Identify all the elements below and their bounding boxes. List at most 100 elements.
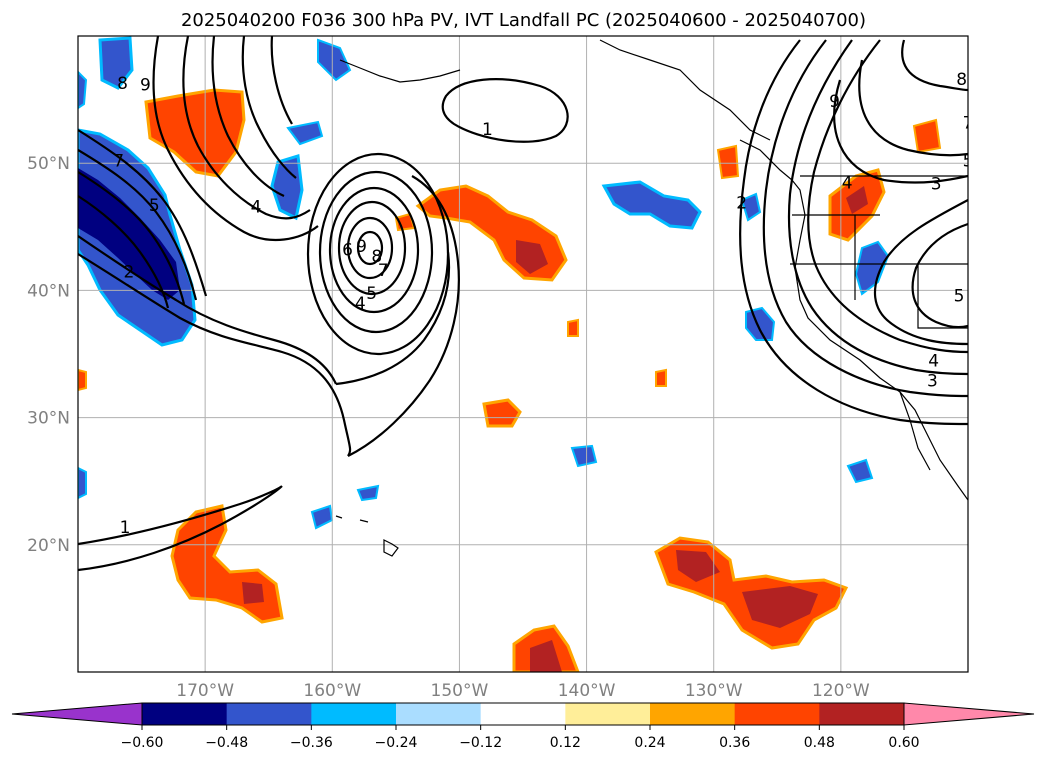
colorbar-tick-label: 0.12 (550, 735, 581, 751)
colorbar-segment (819, 703, 905, 725)
contour-label: 6 (342, 241, 353, 261)
neg-anomaly-mid (270, 154, 304, 221)
colorbar-tick-label: −0.24 (375, 735, 418, 751)
contour-west-1 (78, 129, 208, 297)
contour-label: 5 (963, 152, 974, 172)
lat-tick-label: 40°N (27, 281, 70, 301)
colorbar-segment (226, 703, 312, 725)
pv-anomaly-shading (78, 36, 942, 672)
colorbar-tick-label: −0.12 (459, 735, 502, 751)
aleutians (339, 59, 461, 83)
colorbar-segment (396, 703, 482, 725)
pv-contours (78, 36, 968, 572)
contour-label: 5 (954, 286, 965, 306)
neg-anomaly-small (286, 120, 324, 146)
hawaii (335, 515, 399, 557)
contour-label: 2 (736, 194, 747, 214)
neg-anomaly-small2 (570, 444, 598, 468)
colorbar-tick-label: −0.36 (290, 735, 333, 751)
lon-tick-label: 130°W (685, 681, 743, 701)
contour-trough-3 (347, 175, 460, 457)
pos-anomaly-s1-core (676, 550, 720, 582)
contour-label: 9 (140, 75, 151, 95)
contour-east-7 (901, 39, 968, 92)
contour-label: 4 (251, 197, 262, 217)
neg-anomaly-aleutian (317, 38, 352, 82)
contour-nw-1 (152, 36, 319, 242)
lat-tick-label: 20°N (27, 536, 70, 556)
pos-anomaly-s1-core2 (742, 586, 818, 628)
contour-label: 5 (149, 196, 160, 216)
contour-east-5 (787, 39, 968, 376)
contour-east-9 (833, 79, 968, 184)
contour-trough-1 (78, 253, 352, 457)
colorbar-tick-label: 0.24 (634, 735, 665, 751)
pos-anomaly-central-core (516, 240, 548, 274)
pos-anomaly-south1 (482, 398, 522, 428)
colorbar-segment (734, 703, 820, 725)
contour-ring-2 (318, 170, 434, 334)
contour-label: 7 (113, 152, 124, 172)
lon-tick-label: 170°W (176, 681, 234, 701)
colorbar-tick-label: −0.60 (121, 735, 164, 751)
contour-nw-5 (270, 36, 293, 125)
neg-anomaly-edge (78, 466, 87, 500)
contour-east-3 (739, 39, 968, 426)
contour-label: 8 (371, 247, 382, 267)
pos-anomaly-edge (78, 368, 87, 392)
contour-nw-3 (211, 36, 285, 198)
contour-north-1 (441, 78, 569, 143)
map-title: 2025040200 F036 300 hPa PV, IVT Landfall… (180, 10, 867, 31)
neg-anomaly-nw (98, 36, 134, 90)
colorbar-segment (142, 703, 228, 725)
contour-east-1 (873, 199, 968, 346)
contour-label: 7 (963, 113, 974, 133)
lon-tick-label: 140°W (558, 681, 616, 701)
lon-tick-label: 120°W (812, 681, 870, 701)
coast-baja (899, 391, 931, 471)
pos-anomaly-northwest-us-core (846, 186, 868, 214)
contour-west-3 (78, 171, 186, 305)
neg-anomaly-small3 (310, 504, 334, 530)
colorbar-segment (311, 703, 397, 725)
neg-anomaly-central (601, 180, 702, 230)
contour-ring-3 (328, 186, 420, 314)
contour-east-2 (911, 222, 968, 329)
contour-ring-6 (356, 230, 384, 266)
colorbar-tick-label: 0.36 (719, 735, 750, 751)
contour-label: 7 (378, 261, 389, 281)
contour-ring-5 (346, 216, 394, 280)
contour-label: 1 (120, 518, 131, 538)
contour-label: 2 (123, 262, 134, 282)
colorbar-tick-label: 0.60 (888, 735, 919, 751)
coast-alaska (599, 39, 771, 141)
pos-anomaly-sw1 (170, 504, 284, 624)
pos-anomaly-dot1 (567, 318, 579, 337)
pos-anomaly-sw1-core (242, 582, 264, 604)
contour-label: 8 (117, 74, 128, 94)
lat-tick-label: 30°N (27, 409, 70, 429)
contour-nw-4 (241, 36, 297, 179)
contour-trough-2 (78, 235, 338, 385)
lon-tick-label: 160°W (303, 681, 361, 701)
contour-label: 4 (355, 294, 366, 314)
contour-nw-2 (182, 36, 311, 220)
neg-anomaly-nevada (854, 240, 890, 296)
pos-anomaly-s2-core (530, 640, 562, 672)
contour-label: 4 (842, 173, 853, 193)
contour-ring-4 (337, 200, 407, 296)
contour-label: 5 (366, 284, 377, 304)
contour-trough-4 (335, 251, 451, 386)
lon-tick-label: 150°W (431, 681, 489, 701)
neg-anomaly-corner (78, 70, 88, 110)
colorbar-frame (141, 702, 905, 726)
lat-tick-labels: 20°N 30°N 40°N 50°N (27, 154, 70, 556)
contour-label: 3 (931, 175, 942, 195)
colorbar-extend-low (11, 702, 143, 726)
contour-south-1 (78, 485, 283, 572)
contour-label: 3 (927, 372, 938, 392)
contour-east-4 (762, 39, 968, 398)
contour-label: 9 (829, 92, 840, 112)
